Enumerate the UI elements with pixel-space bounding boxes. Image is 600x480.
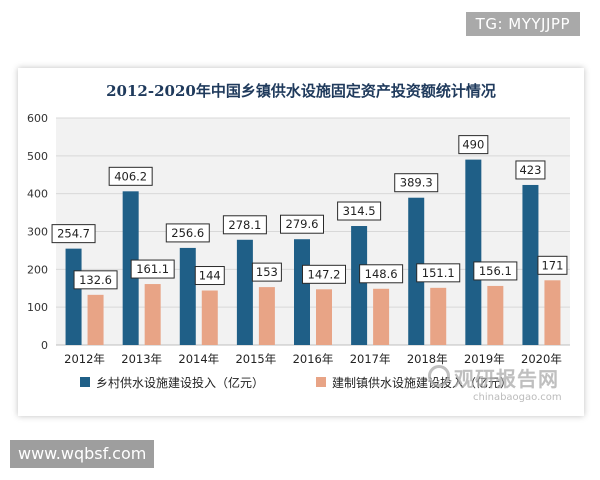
data-label-town-box <box>251 262 282 282</box>
top-bar: TG: MYYJJPP <box>0 0 600 36</box>
bar-town <box>258 287 275 345</box>
x-tick-label: 2016年 <box>293 352 334 366</box>
bar-town <box>316 289 332 345</box>
bar-rural <box>236 239 253 345</box>
x-tick-label: 2015年 <box>235 352 276 366</box>
data-label-town-box <box>302 264 346 284</box>
data-label-rural-box <box>337 201 382 221</box>
x-tick-label: 2013年 <box>121 352 162 366</box>
y-tick-label: 100 <box>27 301 48 314</box>
data-label-rural-box <box>515 160 546 180</box>
site-tag: www.wqbsf.com <box>10 440 155 468</box>
bar-rural <box>122 191 139 345</box>
bar-town <box>373 288 390 345</box>
bar-rural <box>522 184 539 345</box>
watermark-brand: 观研报告网 <box>454 367 559 391</box>
bar-rural <box>294 239 310 345</box>
data-label-town-box <box>473 261 518 281</box>
bar-town <box>201 290 218 345</box>
bar-rural <box>351 226 368 345</box>
data-label-town: 132.6 <box>79 273 112 287</box>
y-tick-label: 400 <box>27 188 48 201</box>
data-label-town: 156.1 <box>479 264 512 278</box>
data-label-rural: 279.6 <box>286 217 319 231</box>
x-tick-label: 2012年 <box>64 352 105 366</box>
y-tick-label: 200 <box>27 263 48 276</box>
data-label-town: 148.6 <box>365 267 398 281</box>
watermark-domain: chinabaogao.com <box>473 392 562 403</box>
data-label-town-box <box>537 255 568 275</box>
data-label-town-box <box>130 259 175 279</box>
data-label-rural: 490 <box>462 138 484 152</box>
watermark-logo-icon <box>428 365 450 387</box>
x-tick-label: 2017年 <box>350 352 391 366</box>
chart-card: 2012-2020年中国乡镇供水设施固定资产投资额统计情况 0 100 200 300… <box>18 68 584 416</box>
bar-town <box>87 294 104 345</box>
data-label-town-box <box>359 264 404 284</box>
bar-rural <box>465 159 482 345</box>
data-label-rural: 423 <box>519 163 541 177</box>
chart: 2012-2020年中国乡镇供水设施固定资产投资额统计情况 0 100 200 300… <box>27 82 570 390</box>
legend-label-rural: 乡村供水设施建设投入（亿元） <box>96 375 264 390</box>
data-label-town: 171 <box>541 258 563 272</box>
data-label-town: 151.1 <box>422 266 455 280</box>
data-label-rural: 278.1 <box>228 218 261 232</box>
legend-swatch-town <box>316 377 326 387</box>
y-tick-label: 300 <box>27 226 48 239</box>
data-label-rural-box <box>394 173 439 193</box>
data-label-rural-box <box>165 223 210 243</box>
data-label-rural: 256.6 <box>171 226 204 240</box>
data-label-town-box <box>73 270 118 290</box>
bar-rural <box>179 247 196 345</box>
data-label-town-box <box>194 266 225 286</box>
data-label-rural: 314.5 <box>343 204 376 218</box>
y-tick-label: 500 <box>27 150 48 163</box>
bar-town <box>430 287 447 345</box>
legend: 乡村供水设施建设投入（亿元） 建制镇供水设施建设投入（亿元） <box>80 375 512 390</box>
data-label-rural: 406.2 <box>114 169 147 183</box>
y-tick-label: 600 <box>27 112 48 125</box>
data-label-rural-box <box>51 224 96 244</box>
data-label-town: 161.1 <box>136 262 169 276</box>
plot-area: 0 100 200 300 400 500 600 254.7 132.6 2012年 406.2 1… <box>27 112 570 366</box>
y-tick-label: 0 <box>41 339 48 352</box>
x-tick-label: 2014年 <box>178 352 219 366</box>
x-tick-label: 2020年 <box>521 352 562 366</box>
chart-title: 2012-2020年中国乡镇供水设施固定资产投资额统计情况 <box>106 82 496 100</box>
bar-town <box>144 284 161 345</box>
data-label-rural-box <box>222 215 267 235</box>
legend-swatch-rural <box>80 377 90 387</box>
x-tick-label: 2018年 <box>407 352 448 366</box>
bar-town <box>544 280 561 345</box>
data-label-rural-box <box>458 135 489 155</box>
data-label-rural-box <box>280 214 324 234</box>
data-label-town: 153 <box>256 265 278 279</box>
bar-rural <box>65 248 82 345</box>
data-label-rural-box <box>108 166 153 186</box>
data-label-rural: 389.3 <box>400 176 433 190</box>
legend-label-town: 建制镇供水设施建设投入（亿元） <box>332 375 512 390</box>
data-label-town-box <box>416 263 461 283</box>
tg-tag: TG: MYYJJPP <box>465 12 580 36</box>
data-label-town: 147.2 <box>308 267 341 281</box>
data-label-town: 144 <box>199 269 221 283</box>
x-tick-label: 2019年 <box>464 352 505 366</box>
data-label-rural: 254.7 <box>57 227 90 241</box>
bar-town <box>487 285 504 345</box>
